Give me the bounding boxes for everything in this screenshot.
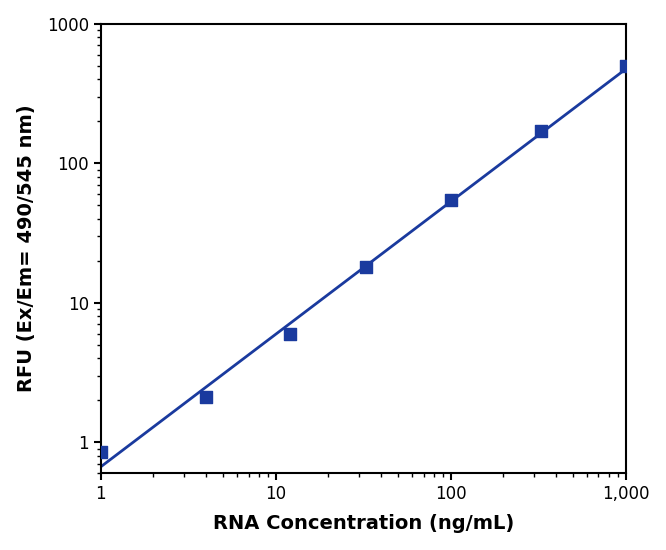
Point: [200, 393, 211, 402]
X-axis label: RNA Concentration (ng/mL): RNA Concentration (ng/mL): [212, 514, 513, 534]
Point: [284, 329, 295, 338]
Point: [536, 126, 547, 135]
Point: [446, 195, 456, 204]
Point: [620, 61, 631, 70]
Y-axis label: RFU (Ex/Em= 490/545 nm): RFU (Ex/Em= 490/545 nm): [17, 104, 36, 392]
Point: [95, 448, 106, 456]
Point: [361, 263, 372, 272]
